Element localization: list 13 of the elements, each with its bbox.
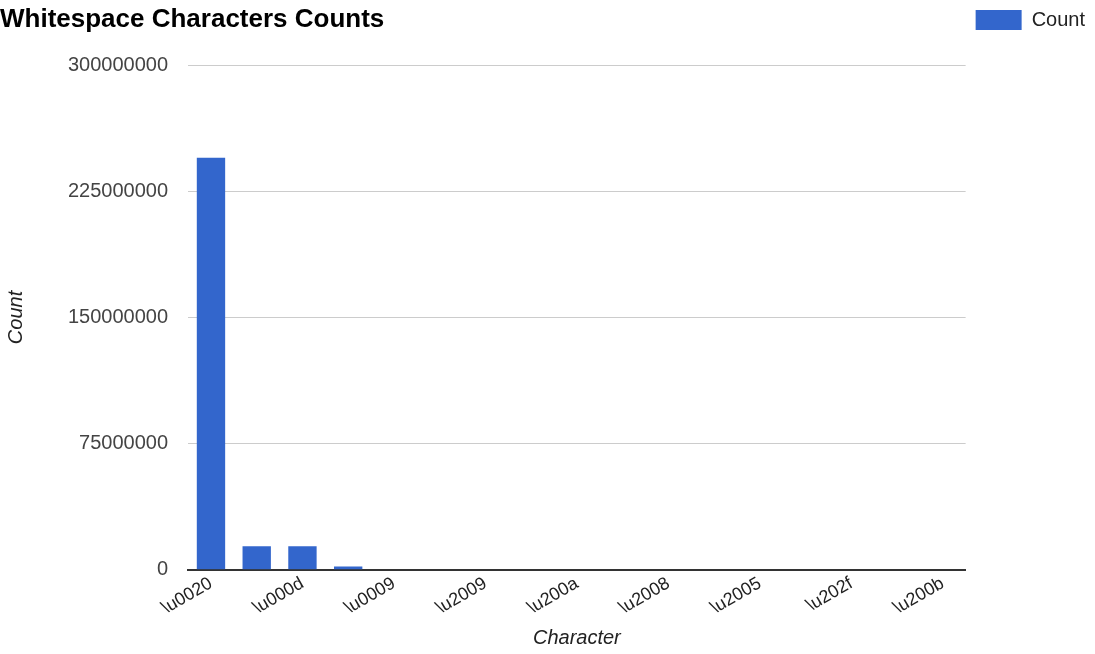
- y-tick-label: 300000000: [68, 52, 169, 75]
- bar: [242, 546, 271, 570]
- bar: [196, 157, 226, 570]
- legend-label: Count: [1031, 7, 1086, 30]
- y-tick-label: 225000000: [68, 178, 169, 201]
- bar: [334, 566, 363, 570]
- y-axis-title: Count: [3, 289, 26, 345]
- y-tick-label: 75000000: [79, 431, 169, 454]
- y-tick-label: 0: [156, 557, 169, 580]
- bar: [288, 546, 317, 570]
- y-tick-label: 150000000: [68, 305, 169, 327]
- x-axis-title: Character: [532, 625, 623, 648]
- chart-title: Whitespace Characters Counts: [0, 2, 385, 33]
